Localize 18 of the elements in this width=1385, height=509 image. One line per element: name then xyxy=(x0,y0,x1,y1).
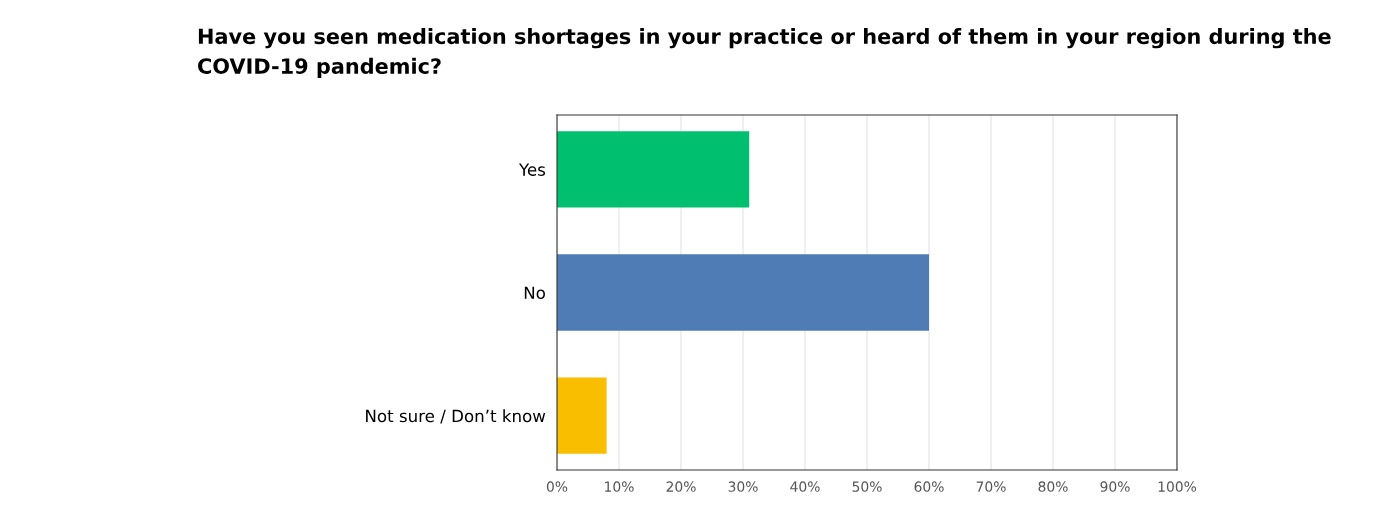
x-tick-label: 60% xyxy=(914,481,944,492)
bar xyxy=(557,131,750,208)
x-tick-label: 20% xyxy=(666,481,696,492)
x-tick-label: 100% xyxy=(1158,481,1197,492)
x-tick-label: 40% xyxy=(790,481,820,492)
x-tick-label: 80% xyxy=(1038,481,1068,492)
x-tick-label: 10% xyxy=(605,481,634,492)
x-tick-label: 30% xyxy=(728,481,758,492)
chart-title: Have you seen medication shortages in your practice or heard of them in your region during the COVID-19 pandemic? xyxy=(198,28,1331,78)
y-tick-label: Not sure / Don’t know xyxy=(366,409,546,424)
bar xyxy=(557,254,929,331)
x-tick-label: 50% xyxy=(852,481,882,492)
y-tick-label: Yes xyxy=(518,163,546,176)
bar xyxy=(557,377,607,454)
y-tick-label: No xyxy=(524,286,545,300)
x-tick-label: 70% xyxy=(976,481,1006,492)
x-tick-label: 90% xyxy=(1100,481,1130,492)
x-tick-label: 0% xyxy=(546,481,568,492)
